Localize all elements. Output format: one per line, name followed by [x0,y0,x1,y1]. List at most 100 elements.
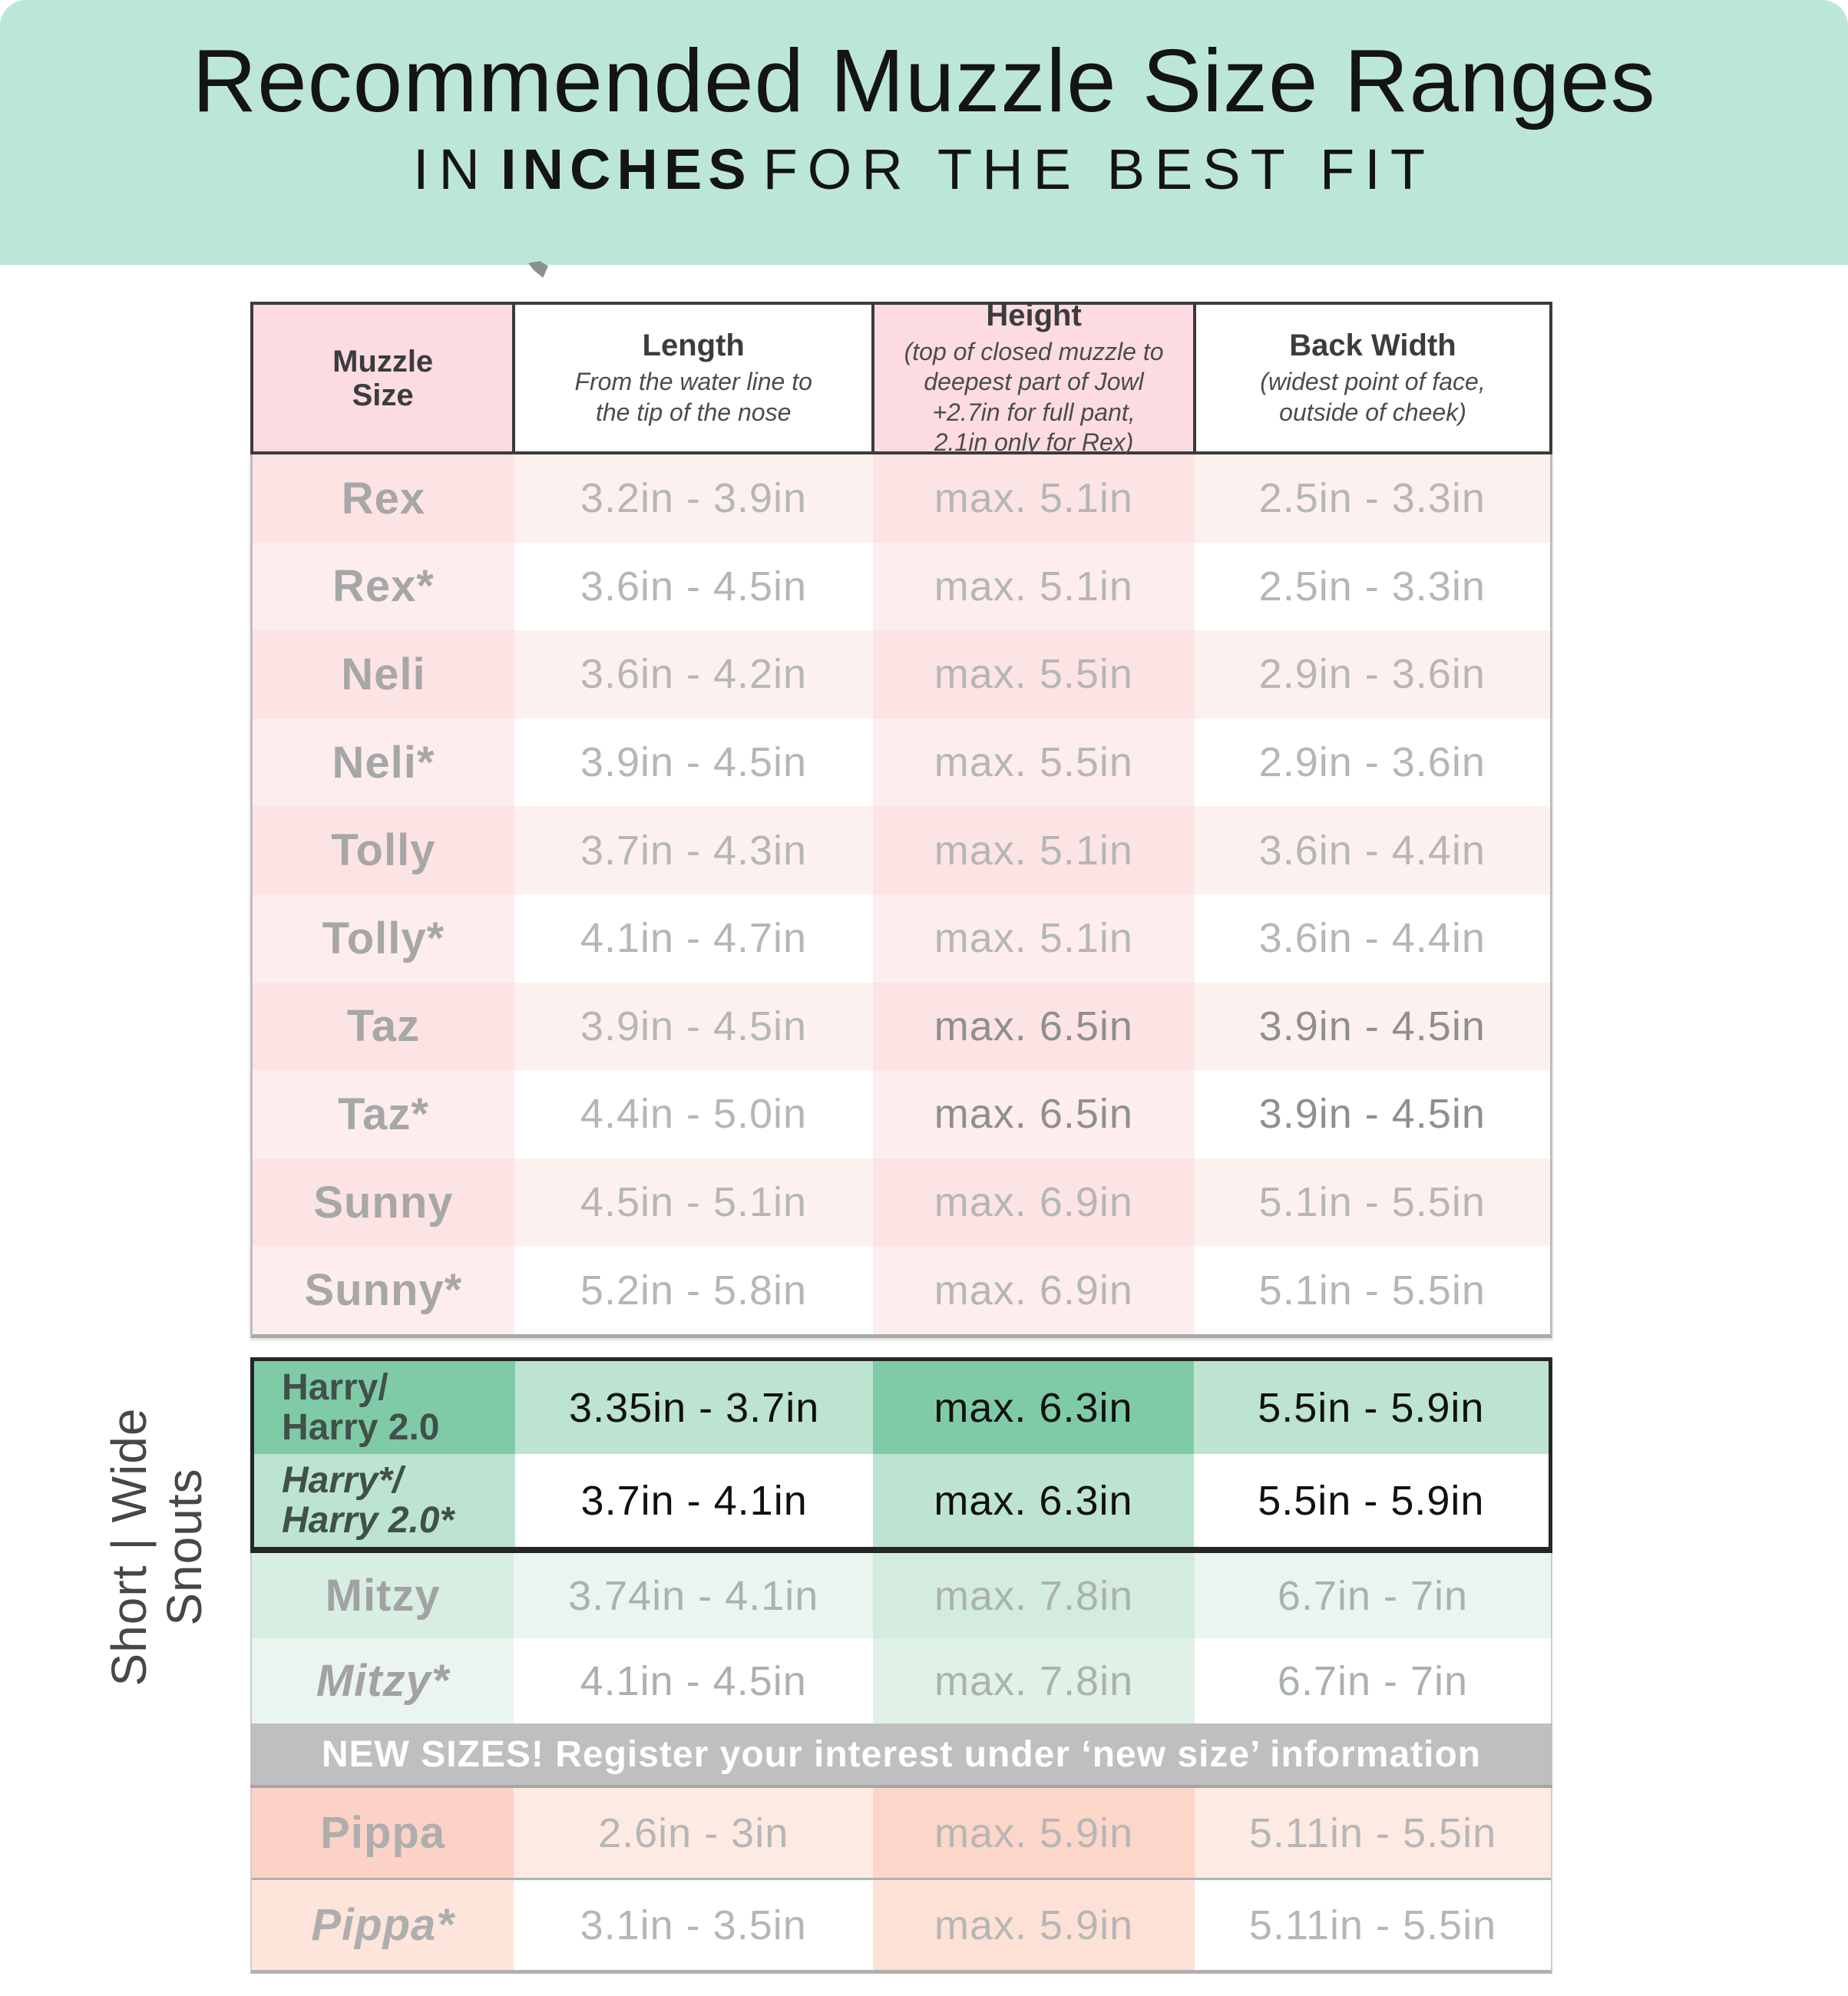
height-cell: max. 6.3in [873,1454,1194,1547]
length-cell: 3.1in - 3.5in [514,1880,874,1970]
table-header-row: Muzzle Size Length From the water line t… [250,299,1552,456]
muzzle-size-cell: Sunny* [253,1246,514,1334]
header-banner: Recommended Muzzle Size Ranges IN INCHES F… [0,0,1848,265]
new-sizes-banner-text: NEW SIZES! Register your interest under … [321,1733,1482,1775]
harry-highlight-block: Harry/ Harry 2.0 3.35in - 3.7in max. 6.3… [250,1357,1552,1553]
height-cell: max. 5.5in [873,718,1195,807]
muzzle-size-cell: Pippa [252,1788,514,1878]
back-width-cell: 2.5in - 3.3in [1194,542,1550,631]
table-row-sunny-star: Sunny* 5.2in - 5.8in max. 6.9in 5.1in - … [253,1246,1550,1334]
table-row-pippa-star: Pippa* 3.1in - 3.5in max. 5.9in 5.11in -… [252,1878,1551,1970]
side-label: Short | Wide Snouts [61,1340,253,1754]
column-subtitle: (top of closed muzzle to deepest part of… [904,338,1164,456]
length-cell: 3.6in - 4.5in [514,542,874,631]
length-cell: 4.1in - 4.5in [514,1638,874,1723]
back-width-cell: 5.5in - 5.9in [1193,1454,1549,1547]
table-row-taz-star: Taz* 4.4in - 5.0in max. 6.5in 3.9in - 4.… [253,1070,1550,1158]
page-subtitle: IN INCHES FOR THE BEST FIT [413,137,1435,202]
length-cell: 3.35in - 3.7in [515,1361,874,1454]
muzzle-size-cell: Taz* [253,1070,514,1158]
length-cell: 3.74in - 4.1in [514,1553,874,1638]
length-cell: 5.2in - 5.8in [514,1246,874,1334]
height-cell: max. 7.8in [873,1638,1195,1723]
column-subtitle: (widest point of face, outside of cheek) [1260,368,1486,426]
table-row-neli: Neli 3.6in - 4.2in max. 5.5in 2.9in - 3.… [253,630,1550,719]
muzzle-size-cell: Harry/ Harry 2.0 [254,1361,516,1454]
height-cell: max. 5.1in [873,454,1195,543]
subtitle-suffix: FOR THE BEST FIT [762,137,1436,201]
muzzle-size-cell: Mitzy* [252,1638,514,1723]
table-row-mitzy: Mitzy 3.74in - 4.1in max. 7.8in 6.7in - … [252,1553,1551,1638]
back-width-cell: 6.7in - 7in [1195,1638,1551,1723]
table-row-tolly-star: Tolly* 4.1in - 4.7in max. 5.1in 3.6in - … [253,894,1550,983]
back-width-cell: 5.11in - 5.5in [1195,1880,1551,1970]
height-cell: max. 7.8in [873,1553,1195,1638]
column-header-length: Length From the water line to the tip of… [515,302,875,454]
page-title: Recommended Muzzle Size Ranges [192,31,1656,131]
back-width-cell: 3.9in - 4.5in [1194,1070,1550,1158]
table-row-harry-star: Harry*/ Harry 2.0* 3.7in - 4.1in max. 6.… [254,1454,1549,1547]
height-cell: max. 5.9in [873,1788,1195,1878]
table-body: Rex 3.2in - 3.9in max. 5.1in 2.5in - 3.3… [250,454,1552,1338]
length-cell: 3.7in - 4.3in [514,806,874,894]
column-header-back-width: Back Width (widest point of face, outsid… [1196,302,1552,454]
table-row-taz: Taz 3.9in - 4.5in max. 6.5in 3.9in - 4.5… [253,982,1550,1071]
height-cell: max. 5.9in [873,1880,1195,1970]
length-cell: 3.7in - 4.1in [515,1454,874,1547]
muzzle-size-cell: Mitzy [252,1553,514,1638]
back-width-cell: 2.9in - 3.6in [1194,718,1550,807]
length-cell: 3.2in - 3.9in [514,454,874,543]
muzzle-size-cell: Pippa* [252,1880,514,1970]
column-title: Back Width [1289,329,1456,363]
muzzle-size-cell: Tolly* [253,894,514,983]
height-cell: max. 6.5in [873,1070,1195,1158]
muzzle-size-cell: Sunny [253,1158,514,1247]
size-table: Muzzle Size Length From the water line t… [250,299,1552,1338]
muzzle-size-cell: Harry*/ Harry 2.0* [254,1454,516,1547]
back-width-cell: 5.1in - 5.5in [1194,1158,1550,1247]
back-width-cell: 3.6in - 4.4in [1194,806,1550,894]
height-cell: max. 5.1in [873,894,1195,983]
column-subtitle: From the water line to the tip of the no… [574,368,812,426]
back-width-cell: 2.9in - 3.6in [1194,630,1550,719]
muzzle-size-cell: Neli [253,630,514,719]
table-row-mitzy-star: Mitzy* 4.1in - 4.5in max. 7.8in 6.7in - … [252,1638,1551,1723]
muzzle-size-cell: Taz [253,982,514,1071]
muzzle-size-cell: Rex [253,454,514,543]
table-row-pippa: Pippa 2.6in - 3in max. 5.9in 5.11in - 5.… [252,1788,1551,1878]
short-wide-snouts-table: Harry/ Harry 2.0 3.35in - 3.7in max. 6.3… [250,1357,1552,1974]
table-row-rex: Rex 3.2in - 3.9in max. 5.1in 2.5in - 3.3… [253,454,1550,543]
column-title: Height [986,299,1082,333]
height-cell: max. 5.5in [873,630,1195,719]
new-sizes-banner: NEW SIZES! Register your interest under … [250,1723,1552,1788]
side-label-wrap: Short | Wide Snouts [61,1340,253,1754]
length-cell: 4.1in - 4.7in [514,894,874,983]
table-row-neli-star: Neli* 3.9in - 4.5in max. 5.5in 2.9in - 3… [253,718,1550,807]
length-cell: 3.6in - 4.2in [514,630,874,719]
length-cell: 4.5in - 5.1in [514,1158,874,1247]
table-row-sunny: Sunny 4.5in - 5.1in max. 6.9in 5.1in - 5… [253,1158,1550,1247]
table-row-rex-star: Rex* 3.6in - 4.5in max. 5.1in 2.5in - 3.… [253,542,1550,631]
column-title: Length [642,329,745,363]
height-cell: max. 6.3in [873,1361,1194,1454]
back-width-cell: 5.1in - 5.5in [1194,1246,1550,1334]
back-width-cell: 3.9in - 4.5in [1194,982,1550,1071]
side-label-line1: Short | Wide [101,1407,157,1687]
height-cell: max. 6.5in [873,982,1195,1071]
column-header-muzzle-size: Muzzle Size [253,302,516,454]
back-width-cell: 5.5in - 5.9in [1193,1361,1549,1454]
table-row-tolly: Tolly 3.7in - 4.3in max. 5.1in 3.6in - 4… [253,806,1550,894]
length-cell: 3.9in - 4.5in [514,982,874,1071]
side-label-line2: Snouts [157,1468,212,1626]
back-width-cell: 2.5in - 3.3in [1194,454,1550,543]
muzzle-size-cell: Neli* [253,718,514,807]
back-width-cell: 6.7in - 7in [1195,1553,1551,1638]
length-cell: 2.6in - 3in [514,1788,874,1878]
height-cell: max. 6.9in [873,1158,1195,1247]
mitzy-block: Mitzy 3.74in - 4.1in max. 7.8in 6.7in - … [250,1553,1552,1723]
height-cell: max. 6.9in [873,1246,1195,1334]
back-width-cell: 5.11in - 5.5in [1195,1788,1551,1878]
height-cell: max. 5.1in [873,806,1195,894]
height-cell: max. 5.1in [873,542,1195,631]
